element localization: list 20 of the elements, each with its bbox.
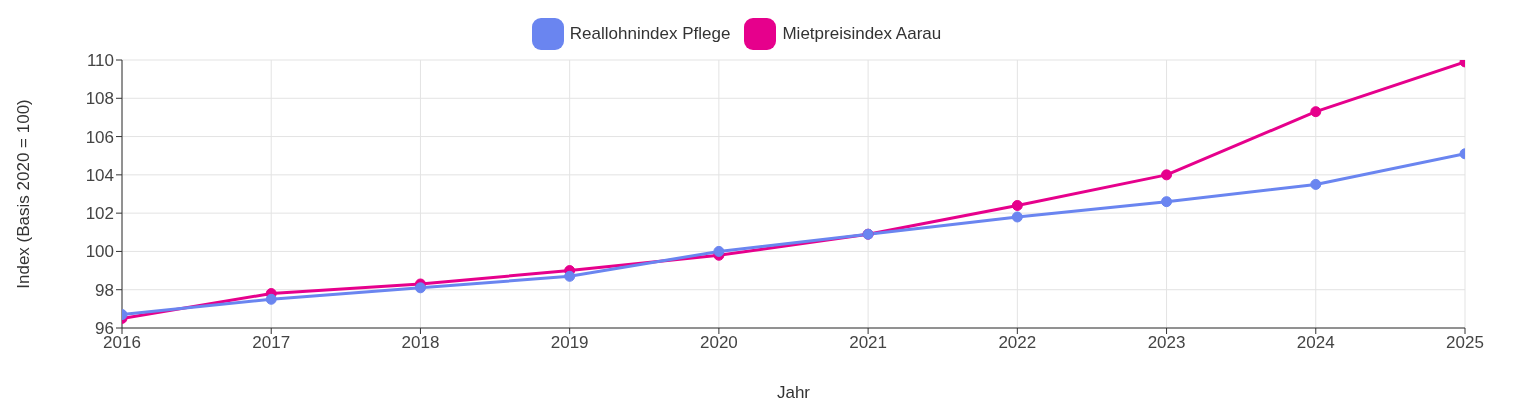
legend-label: Reallohnindex Pflege bbox=[569, 24, 731, 44]
y-tick-label: 106 bbox=[85, 127, 114, 147]
x-tick-label: 2023 bbox=[1147, 333, 1186, 353]
y-tick-label: 98 bbox=[95, 280, 114, 300]
x-tick-label: 2024 bbox=[1296, 333, 1335, 353]
y-tick-label: 104 bbox=[85, 165, 114, 185]
x-tick-label: 2020 bbox=[699, 333, 738, 353]
y-tick-label: 110 bbox=[86, 51, 114, 71]
y-axis-title: Index (Basis 2020 = 100) bbox=[14, 99, 34, 289]
y-tick-label: 108 bbox=[85, 89, 114, 109]
x-tick-label: 2022 bbox=[998, 333, 1037, 353]
x-tick-label: 2018 bbox=[401, 333, 440, 353]
x-tick-label: 2019 bbox=[550, 333, 589, 353]
y-tick-label: 102 bbox=[85, 204, 114, 224]
x-axis-title: Jahr bbox=[776, 383, 811, 402]
legend-label: Mietpreisindex Aarau bbox=[782, 24, 942, 44]
x-tick-label: 2017 bbox=[252, 333, 291, 353]
x-tick-label: 2021 bbox=[849, 333, 888, 353]
x-tick-label: 2025 bbox=[1446, 333, 1484, 353]
y-tick-label: 100 bbox=[85, 242, 114, 262]
